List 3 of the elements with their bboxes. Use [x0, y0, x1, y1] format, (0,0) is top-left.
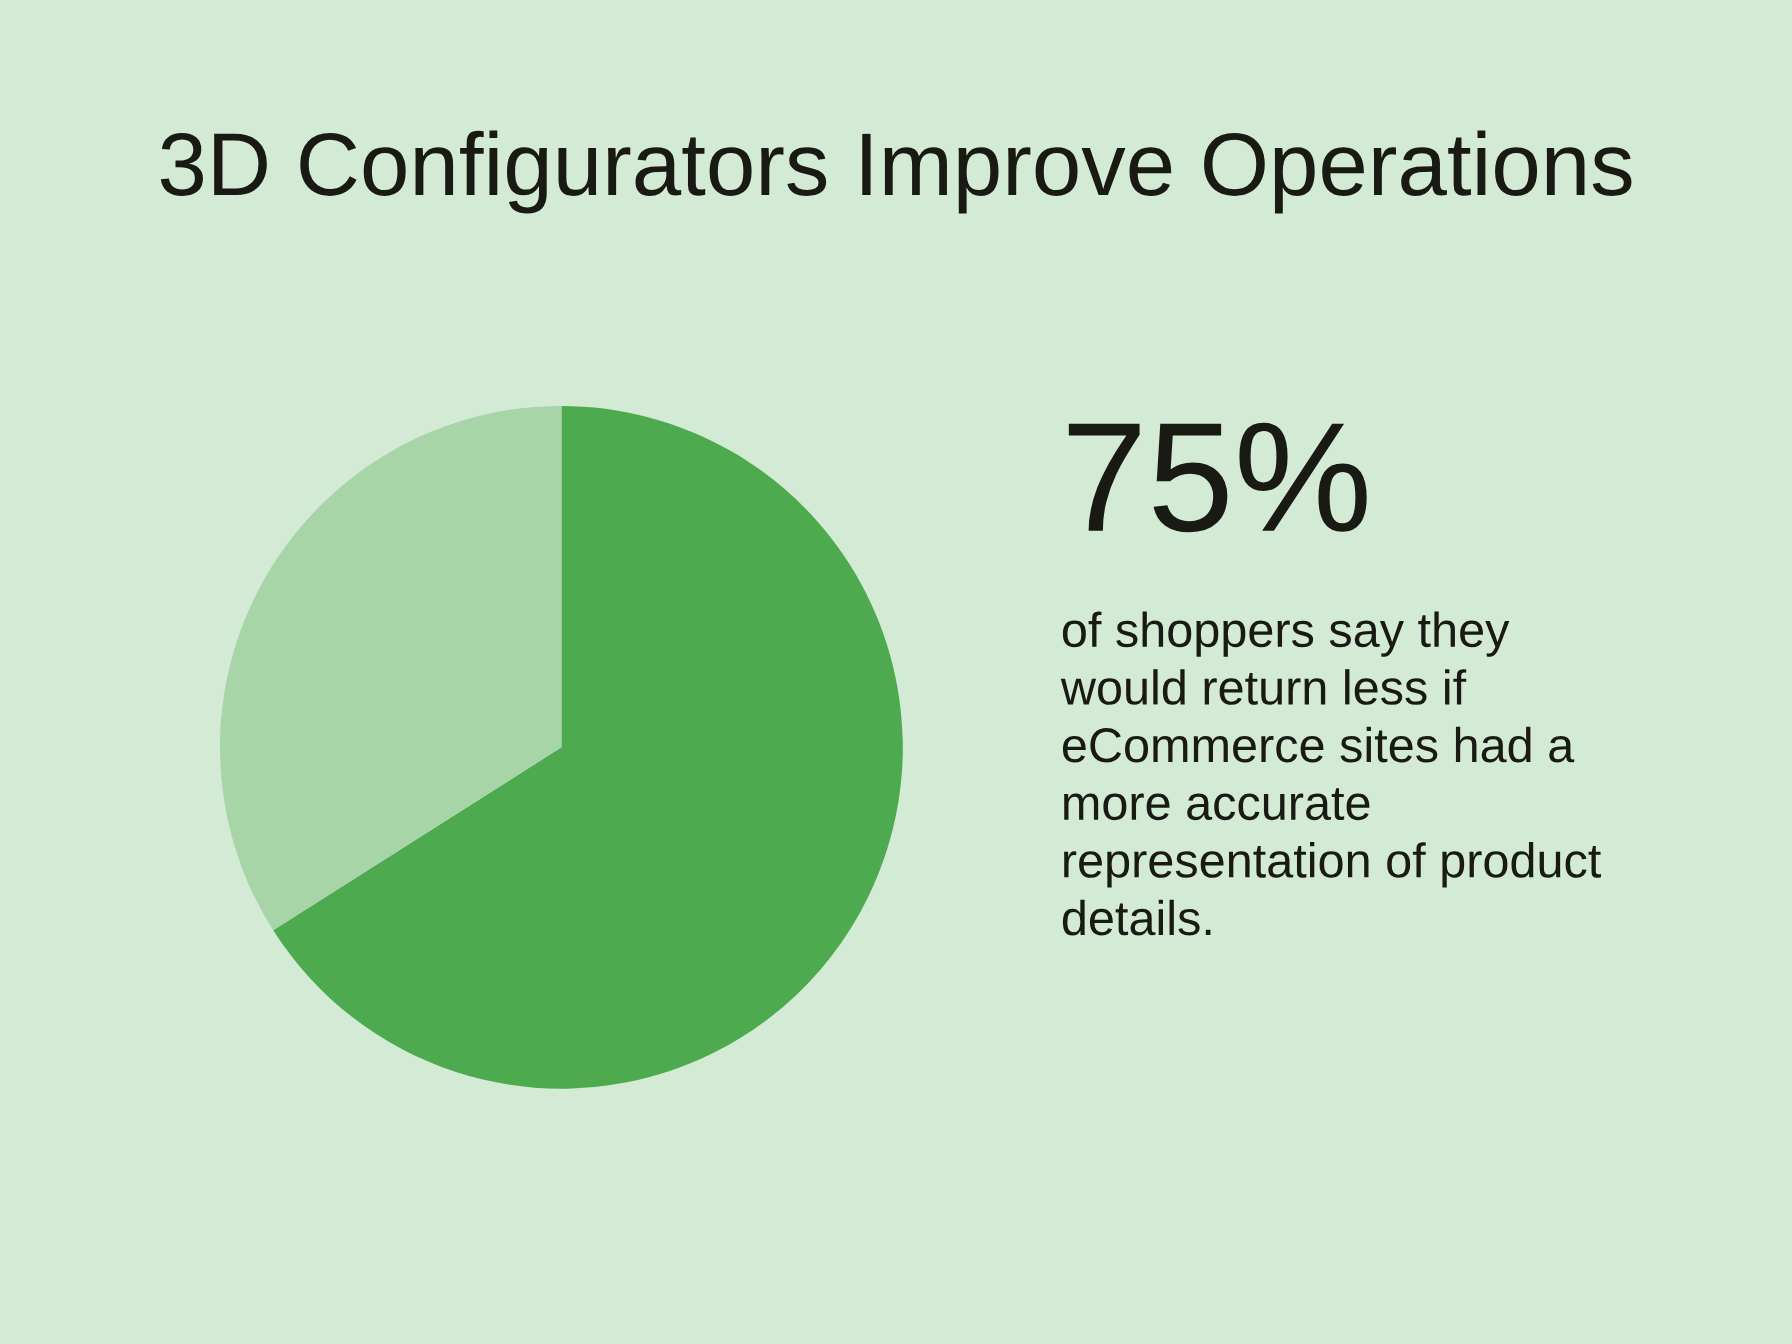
text: 75% [1068, 422, 1367, 533]
chart-title: 3D Configurators Improve Operations [160, 130, 1632, 214]
text: of shoppers say they would return less if eCommerce sites had a more accurate representation of product details. [1060, 611, 1601, 936]
